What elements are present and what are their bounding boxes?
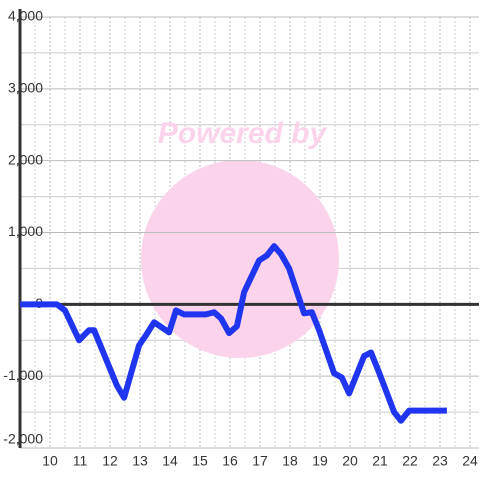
x-tick-label: 22	[402, 453, 418, 469]
x-tick-label: 21	[372, 453, 388, 469]
x-tick-label: 23	[432, 453, 448, 469]
x-tick-label: 16	[222, 453, 238, 469]
x-tick-label: 13	[132, 453, 148, 469]
y-tick-label: 2,000	[8, 151, 43, 167]
x-tick-label: 12	[102, 453, 118, 469]
watermark-text: Powered by	[158, 117, 328, 150]
y-tick-label: 4,000	[8, 8, 43, 24]
y-tick-label: -1,000	[3, 367, 43, 383]
x-tick-label: 10	[42, 453, 58, 469]
x-tick-label: 18	[282, 453, 298, 469]
x-tick-label: 15	[192, 453, 208, 469]
x-tick-label: 24	[462, 453, 478, 469]
x-tick-label: 19	[312, 453, 328, 469]
x-tick-label: 20	[342, 453, 358, 469]
y-tick-label: 1,000	[8, 223, 43, 239]
data-line	[20, 243, 447, 424]
watermark-logo	[141, 160, 339, 358]
y-tick-label: -2,000	[3, 431, 43, 447]
x-tick-label: 11	[73, 453, 88, 469]
x-tick-label: 14	[162, 453, 178, 469]
y-tick-label: 3,000	[8, 80, 43, 96]
x-tick-label: 17	[252, 453, 268, 469]
